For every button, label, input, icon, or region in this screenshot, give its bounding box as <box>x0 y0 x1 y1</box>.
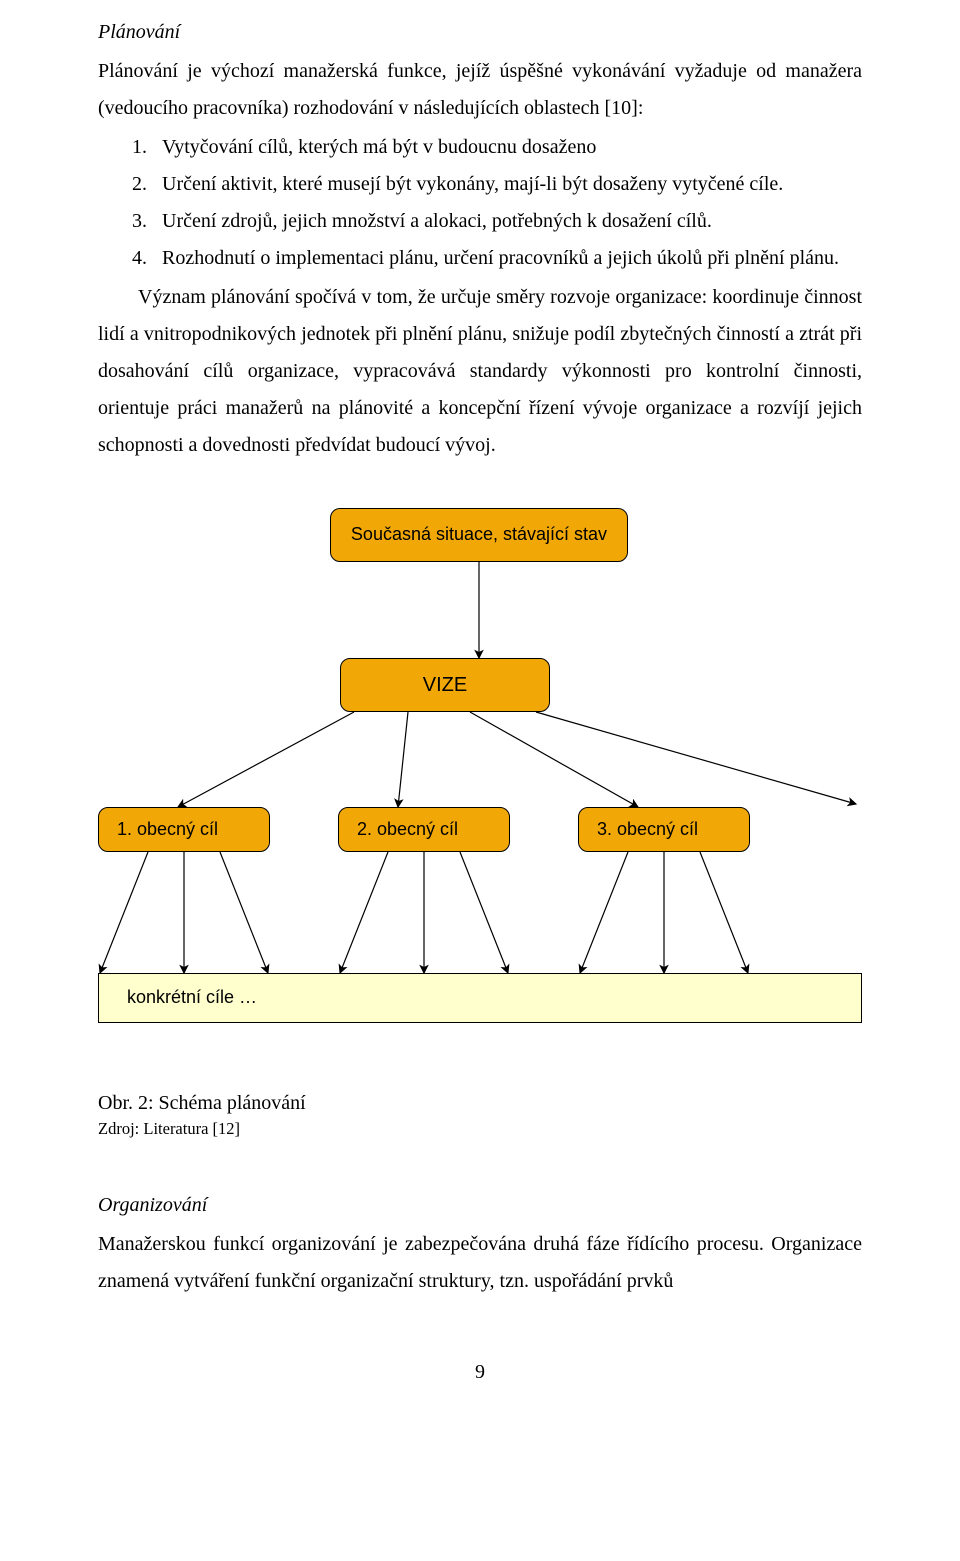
intro-paragraph: Plánování je výchozí manažerská funkce, … <box>98 53 862 127</box>
subsection-title: Organizování <box>98 1187 862 1224</box>
page-number: 9 <box>98 1354 862 1391</box>
diagram-node-vize: VIZE <box>340 658 550 712</box>
caption-main: Obr. 2: Schéma plánování <box>98 1092 306 1114</box>
list-item: Určení zdrojů, jejich množství a alokaci… <box>152 203 862 240</box>
numbered-list: Vytyčování cílů, kterých má být v budouc… <box>98 129 862 277</box>
list-item: Vytyčování cílů, kterých má být v budouc… <box>152 129 862 166</box>
caption-source: Zdroj: Literatura [12] <box>98 1119 240 1138</box>
diagram-node-top: Současná situace, stávající stav <box>330 508 628 562</box>
diagram-node-c3: 3. obecný cíl <box>578 807 750 852</box>
list-item: Rozhodnutí o implementaci plánu, určení … <box>152 240 862 277</box>
section-title: Plánování <box>98 14 862 51</box>
diagram-node-c2: 2. obecný cíl <box>338 807 510 852</box>
significance-paragraph: Význam plánování spočívá v tom, že určuj… <box>98 279 862 464</box>
figure-caption: Obr. 2: Schéma plánování Zdroj: Literatu… <box>98 1091 862 1141</box>
list-item: Určení aktivit, které musejí být vykonán… <box>152 166 862 203</box>
diagram-node-c1: 1. obecný cíl <box>98 807 270 852</box>
planning-diagram: Současná situace, stávající stav VIZE 1. o… <box>98 508 862 1073</box>
diagram-node-bottom: konkrétní cíle … <box>98 973 862 1023</box>
subsection-body: Manažerskou funkcí organizování je zabez… <box>98 1226 862 1300</box>
